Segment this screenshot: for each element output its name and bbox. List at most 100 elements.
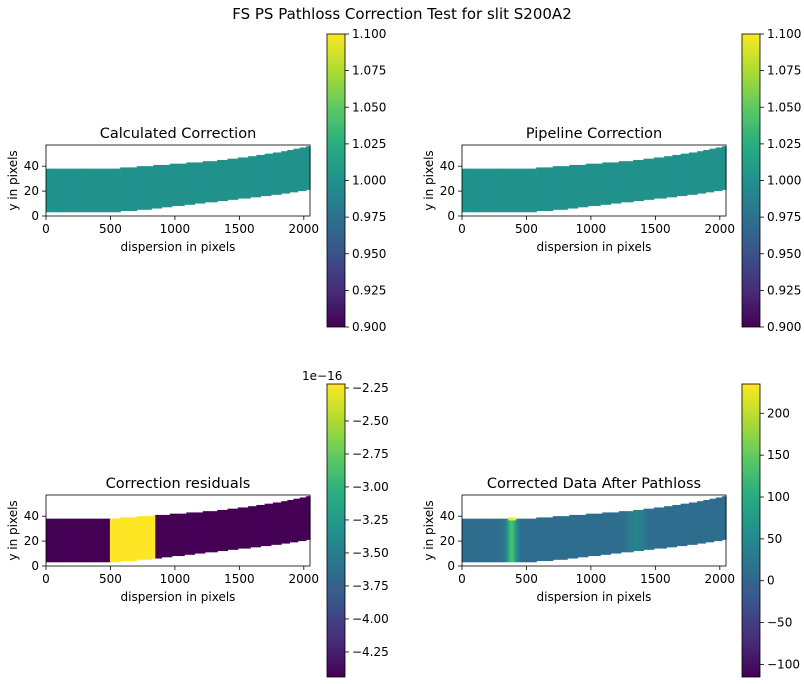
slit-cell [140,166,144,210]
slit-cell [241,157,245,199]
slit-cell [528,168,531,213]
slit-cell [579,164,583,208]
slit-cell [693,502,696,545]
slit-cell [715,147,719,192]
colorbar [741,383,761,678]
slit-cell [85,518,88,563]
slit-cell [505,168,508,213]
slit-cell [688,152,692,195]
slit-cell [159,164,163,209]
slit-cell [616,512,620,554]
slit-cell [95,168,99,213]
slit-cell [662,157,665,199]
slit-cell [233,508,237,550]
y-tick-label: 40 [24,159,39,173]
slit-cell [134,517,138,562]
slit-cell [272,152,276,195]
slit-cell [678,154,682,197]
colorbar-offset-text: 1e−16 [302,369,342,383]
slit-cell [596,163,599,207]
slit-cell [235,158,239,200]
slit-cell [643,508,647,550]
slit-cell [250,156,253,198]
slit-cell [204,511,208,553]
slit-cell [145,166,148,210]
colorbar-tick-label: 1.075 [767,64,801,78]
subplot-2: 0 500 1000 1500 2000 0 20 40 dispersion in pixel… [422,27,801,334]
slit-cell [523,518,527,563]
slit-cell [602,512,605,555]
slit-cell [525,518,529,563]
slit-cell [655,507,659,549]
slit-cell [637,159,640,202]
slit-cell [538,167,541,212]
colorbar-tick-label: −3.75 [352,579,389,593]
x-tick-label: 2000 [705,222,736,236]
slit-cell [643,158,647,200]
slit-cell [85,168,88,213]
x-tick-label: 500 [515,222,538,236]
slit-cell [112,518,115,563]
slit-cell [124,517,128,562]
slit-cell [462,518,465,563]
slit-cell [577,164,581,208]
slit-cell [130,167,134,212]
slit-cell [715,497,719,542]
x-axis-label: dispersion in pixels [121,590,236,604]
slit-cell [573,164,577,209]
slit-cell [606,512,610,555]
slit-cell [462,168,465,213]
slit-cell [167,514,171,558]
slit-cell [122,517,125,562]
slit-cell [482,168,486,213]
slit-cell [610,162,614,204]
slit-cell [645,158,649,200]
slit-cell [277,152,280,195]
slit-cell [208,161,212,203]
slit-cell [46,168,49,213]
slit-cell [466,168,469,213]
slit-cell [151,516,154,559]
axes-frame [45,494,311,567]
colorbar-tick-label: 0.900 [352,320,386,334]
slit-cell [705,499,709,543]
slit-cell [103,168,107,213]
slit-cell [468,518,471,563]
slit-cell [175,513,179,557]
slit-cell [293,498,297,543]
slit-cell [544,517,548,562]
slit-cell [307,496,311,540]
slit-cell [147,166,150,210]
slit-cell [66,518,70,563]
slit-cell [680,503,684,547]
slit-cell [554,516,558,560]
slit-cell [120,517,123,562]
slit-cell [699,501,702,544]
slit-cell [206,161,210,203]
slit-cell [274,152,278,195]
slit-cell [464,168,467,213]
slit-cell [149,516,152,560]
slit-cell [229,508,233,550]
slit-cell [153,514,156,559]
slit-cell [99,168,103,213]
slit-cell [651,508,655,550]
slit-cell [190,512,194,555]
slit-cell [227,158,231,200]
slit-cell [54,518,57,563]
slit-cell [713,498,717,542]
slit-cell [213,161,216,203]
slit-cell [217,509,220,552]
slit-cell [184,513,187,555]
slit-cell [563,516,566,560]
slit-cell [542,517,546,562]
colorbar-tick-label: 0.950 [767,247,801,261]
slit-cell [213,511,216,553]
slit-cell [624,161,628,203]
slit-cell [699,151,702,194]
slit-cell [83,168,86,213]
slit-cell [490,168,494,213]
slit-cell [64,518,68,563]
slit-cell [134,167,138,212]
slit-cell [171,163,175,207]
